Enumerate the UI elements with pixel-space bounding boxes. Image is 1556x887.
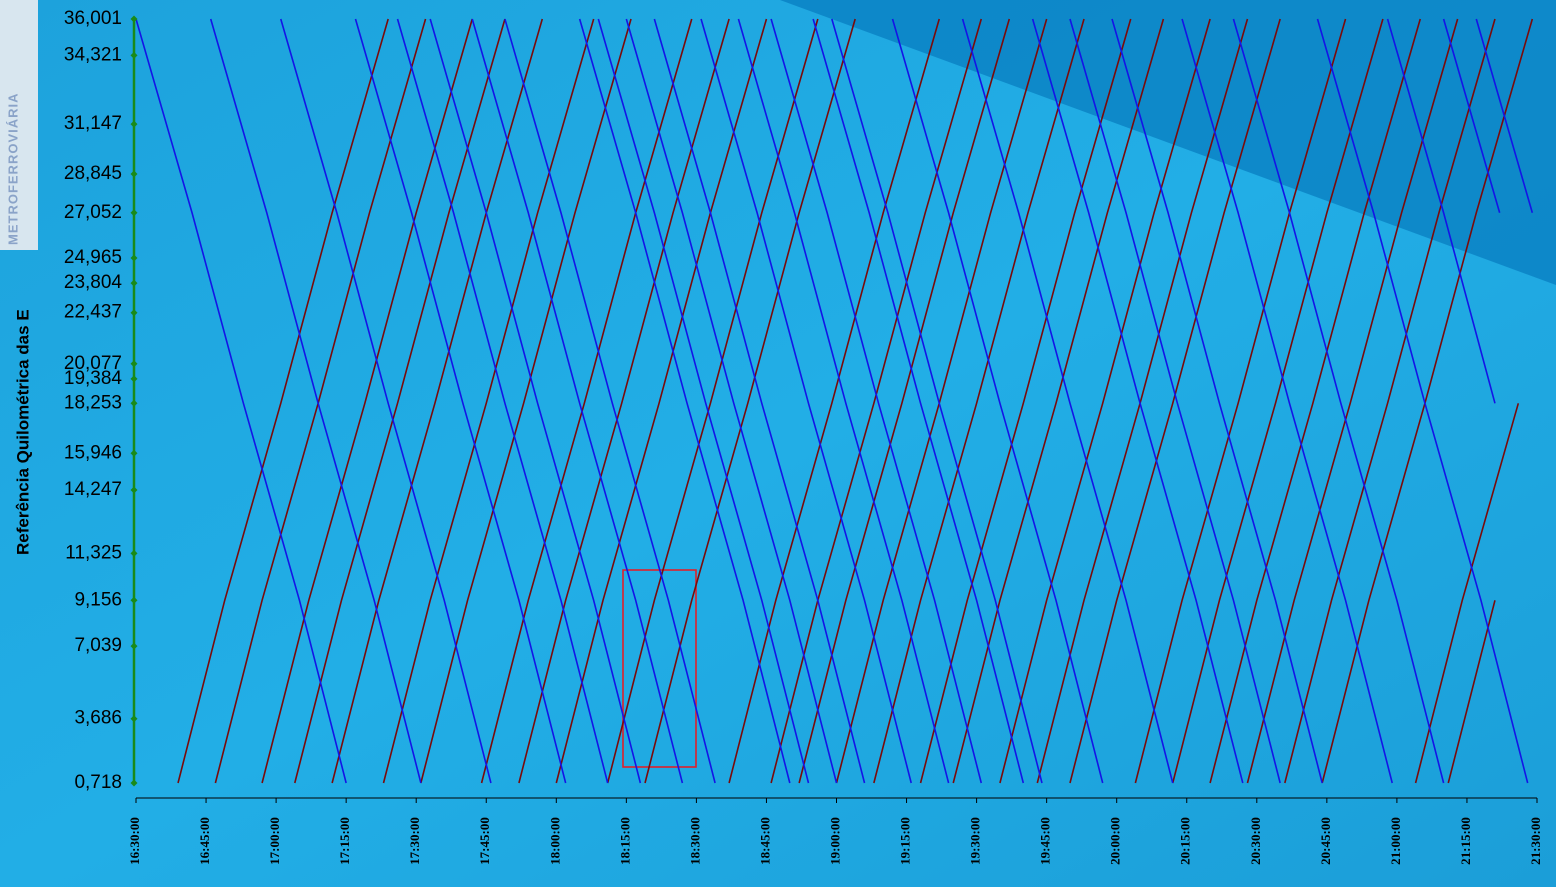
y-tick-label: 15,946 — [64, 442, 122, 463]
y-tick-label: 34,321 — [64, 44, 122, 65]
x-tick-label: 20:45:00 — [1318, 817, 1333, 865]
y-tick-label: 14,247 — [64, 479, 122, 500]
y-axis-title: Referência Quilométrica das E — [13, 309, 32, 555]
y-tick-label: 7,039 — [74, 635, 122, 656]
x-tick-label: 18:30:00 — [687, 817, 702, 865]
x-tick-label: 19:00:00 — [827, 817, 842, 865]
y-tick-label: 0,718 — [74, 772, 122, 793]
y-tick-label: 18,253 — [64, 392, 122, 413]
x-tick-label: 19:15:00 — [898, 817, 913, 865]
y-tick-label: 9,156 — [74, 589, 122, 610]
y-tick-label: 3,686 — [74, 708, 122, 729]
x-tick-label: 17:30:00 — [407, 817, 422, 865]
y-tick-label: 11,325 — [65, 542, 122, 563]
y-tick-label: 31,147 — [64, 113, 122, 134]
y-tick-label: 36,001 — [64, 8, 122, 29]
x-tick-label: 21:30:00 — [1528, 817, 1543, 865]
x-tick-label: 16:45:00 — [197, 817, 212, 865]
x-tick-label: 17:45:00 — [477, 817, 492, 865]
y-tick-label: 19,384 — [64, 368, 123, 389]
x-tick-label: 16:30:00 — [127, 817, 142, 865]
x-tick-label: 21:15:00 — [1458, 817, 1473, 865]
x-tick-label: 17:15:00 — [337, 817, 352, 865]
y-tick-label: 28,845 — [64, 163, 122, 184]
x-tick-label: 21:00:00 — [1388, 817, 1403, 865]
x-tick-label: 18:45:00 — [757, 817, 772, 865]
x-tick-label: 17:00:00 — [267, 817, 282, 865]
x-tick-label: 20:30:00 — [1248, 817, 1263, 865]
y-tick-label: 22,437 — [64, 302, 122, 323]
x-tick-label: 18:15:00 — [617, 817, 632, 865]
y-tick-label: 24,965 — [64, 247, 122, 268]
logo-text: METROFERROVIÁRIA — [5, 93, 20, 246]
x-tick-label: 19:45:00 — [1038, 817, 1053, 865]
y-tick-label: 27,052 — [64, 202, 122, 223]
x-tick-label: 20:00:00 — [1108, 817, 1123, 865]
y-tick-label: 23,804 — [64, 272, 123, 293]
x-tick-label: 19:30:00 — [968, 817, 983, 865]
x-tick-label: 20:15:00 — [1178, 817, 1193, 865]
x-tick-label: 18:00:00 — [547, 817, 562, 865]
slide: Referência Quilométrica das E METROFERRO… — [0, 0, 1556, 887]
